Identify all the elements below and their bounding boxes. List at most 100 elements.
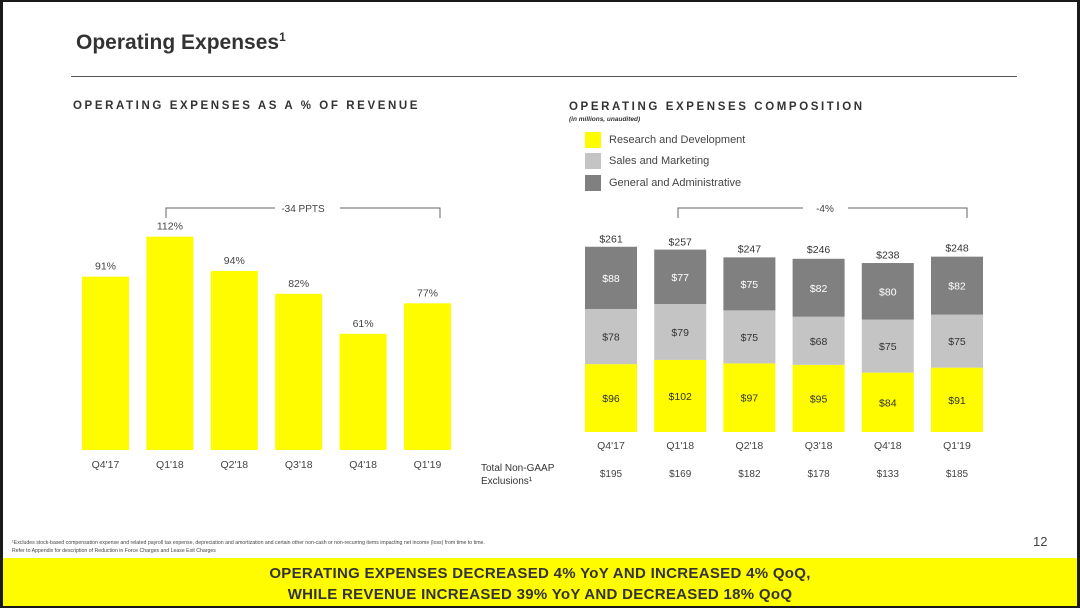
pct-bar-1 — [82, 276, 129, 450]
stack-segment-2-2 — [654, 304, 707, 360]
segment-label: $68 — [810, 336, 828, 348]
segment-label: $75 — [879, 341, 897, 353]
stack-segment-1-3 — [723, 363, 776, 432]
x-tick-label: Q3'18 — [285, 459, 313, 471]
stack-segment-1-6 — [931, 367, 983, 432]
pct-bar-5 — [339, 333, 387, 450]
legend-swatch-ga — [585, 175, 601, 191]
segment-label: $77 — [671, 272, 689, 284]
segment-label: $91 — [948, 395, 966, 407]
pct-bar-label: 94% — [224, 255, 245, 267]
x-tick-label: Q4'17 — [92, 459, 120, 471]
annotation-bracket-left — [677, 207, 803, 218]
footnote-2: Refer to Appendix for description of Red… — [12, 548, 216, 554]
stack-segment-2-1 — [585, 308, 637, 365]
left-chart-title: OPERATING EXPENSES AS A % OF REVENUE — [73, 100, 421, 112]
stack-segment-2-4 — [792, 316, 845, 365]
stack-segment-1-2 — [654, 359, 707, 432]
pct-bar-3 — [210, 270, 258, 450]
annotation-bracket-left — [165, 207, 275, 218]
segment-label: $79 — [671, 327, 689, 339]
segment-label: $102 — [669, 391, 693, 403]
x-tick-label: Q1'18 — [156, 459, 184, 471]
nongaap-value: $185 — [946, 469, 969, 480]
pct-bar-label: 82% — [288, 278, 309, 290]
total-label: $261 — [599, 233, 623, 245]
total-label: $246 — [807, 244, 831, 256]
segment-label: $97 — [741, 393, 759, 405]
nongaap-value: $178 — [807, 469, 830, 480]
banner-line-2: WHILE REVENUE INCREASED 39% YoY AND DECR… — [287, 586, 793, 603]
pct-bar-6 — [404, 303, 451, 450]
title-divider — [71, 76, 1017, 77]
stack-segment-2-5 — [861, 319, 914, 373]
total-label: $238 — [876, 250, 900, 262]
banner-line-1: OPERATING EXPENSES DECREASED 4% YoY AND … — [269, 565, 811, 582]
pct-bar-label: 77% — [417, 287, 438, 299]
segment-label: $82 — [948, 281, 966, 293]
annotation-bracket-right — [848, 207, 968, 218]
segment-label: $84 — [879, 397, 897, 409]
total-label: $248 — [945, 243, 969, 255]
nongaap-value: $195 — [600, 469, 623, 480]
stack-segment-3-1 — [585, 246, 637, 309]
legend-label: General and Administrative — [609, 177, 742, 189]
pct-bar-label: 91% — [95, 261, 116, 273]
charts-canvas: 91% Q4'17 112% Q1'18 94% Q2'18 82% Q3'18 61% Q4'1… — [82, 204, 983, 480]
segment-label: $88 — [602, 273, 620, 285]
nongaap-value: $169 — [669, 469, 692, 480]
page-title: Operating Expenses1 — [76, 30, 286, 54]
segment-label: $82 — [810, 283, 828, 295]
legend-swatch-rnd — [585, 132, 601, 148]
x-tick-label: Q4'18 — [349, 459, 377, 471]
segment-label: $95 — [810, 393, 828, 405]
stack-segment-1-1 — [585, 364, 637, 432]
nongaap-value: $133 — [877, 469, 900, 480]
legend-item-ga: General and Administrative — [585, 175, 741, 191]
stack-segment-3-2 — [654, 249, 707, 305]
left-annotation: -34 PPTS — [281, 204, 325, 215]
summary-banner: OPERATING EXPENSES DECREASED 4% YoY AND … — [3, 558, 1077, 606]
segment-label: $78 — [602, 332, 620, 344]
pct-bar-2 — [146, 236, 194, 450]
segment-label: $75 — [741, 279, 759, 291]
stack-segment-3-4 — [792, 258, 845, 317]
legend-item-sm: Sales and Marketing — [585, 153, 709, 169]
legend-label: Research and Development — [609, 134, 746, 146]
page-number: 12 — [1033, 534, 1048, 549]
total-label: $247 — [738, 243, 762, 255]
annotation-bracket-right — [340, 207, 441, 218]
legend-item-rnd: Research and Development — [585, 132, 745, 148]
slide: Operating Expenses1 OPERATING EXPENSES A… — [3, 2, 1077, 606]
pct-bar-label: 61% — [353, 318, 374, 330]
x-tick-label: Q1'18 — [666, 440, 694, 452]
segment-label: $80 — [879, 286, 897, 298]
legend-label: Sales and Marketing — [609, 155, 710, 167]
pct-bar-4 — [275, 293, 323, 450]
total-label: $257 — [669, 236, 693, 248]
stack-segment-3-3 — [723, 257, 776, 311]
stack-segment-3-5 — [861, 263, 914, 320]
segment-label: $96 — [602, 393, 620, 405]
x-tick-label: Q1'19 — [943, 440, 971, 452]
stack-segment-1-5 — [861, 372, 914, 432]
x-tick-label: Q2'18 — [736, 440, 764, 452]
right-chart-subtitle: (in millions, unaudited) — [569, 116, 641, 123]
nongaap-value: $182 — [738, 469, 761, 480]
nongaap-label: Total Non-GAAP Exclusions¹ — [481, 463, 555, 487]
stack-segment-1-4 — [792, 364, 845, 432]
legend-swatch-sm — [585, 153, 601, 169]
x-tick-label: Q1'19 — [414, 459, 442, 471]
x-tick-label: Q4'17 — [597, 440, 625, 452]
x-tick-label: Q2'18 — [220, 459, 248, 471]
segment-label: $75 — [741, 332, 759, 344]
pct-bar-label: 112% — [157, 221, 183, 233]
stack-segment-2-6 — [931, 314, 983, 368]
x-tick-label: Q4'18 — [874, 440, 902, 452]
footnote-1: ¹Excludes stock-based compensation expen… — [12, 540, 485, 546]
right-annotation: -4% — [816, 204, 834, 215]
stack-segment-3-6 — [931, 256, 983, 315]
x-tick-label: Q3'18 — [805, 440, 833, 452]
right-chart-title: OPERATING EXPENSES COMPOSITION — [569, 101, 865, 113]
segment-label: $75 — [948, 336, 966, 348]
